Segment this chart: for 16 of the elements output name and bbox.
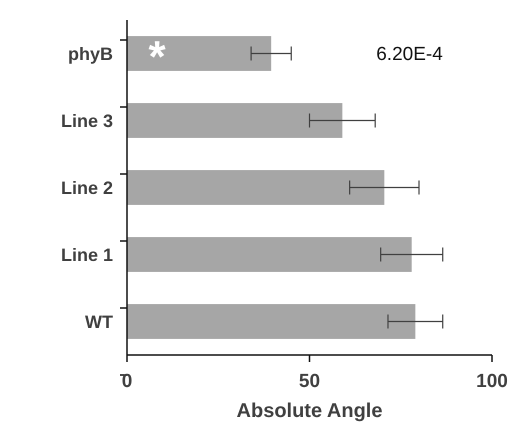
bar [127,170,384,205]
y-tick-label: Line 3 [60,110,113,131]
bar [127,237,412,272]
bar [127,304,416,339]
y-tick-label: WT [85,312,114,332]
y-tick-label: Line 2 [60,178,113,198]
annotation: * [148,32,166,82]
bar [127,36,272,71]
x-tick-label: 100 [476,371,508,392]
annotation: 6.20E-4 [376,44,444,66]
bar [127,103,342,138]
x-axis-title: Absolute Angle [236,400,382,422]
x-tick-label: 0 [122,371,132,392]
y-tick-label: phyB [68,44,113,64]
y-tick-label: Line 1 [60,244,113,265]
x-tick-label: 50 [298,371,320,392]
